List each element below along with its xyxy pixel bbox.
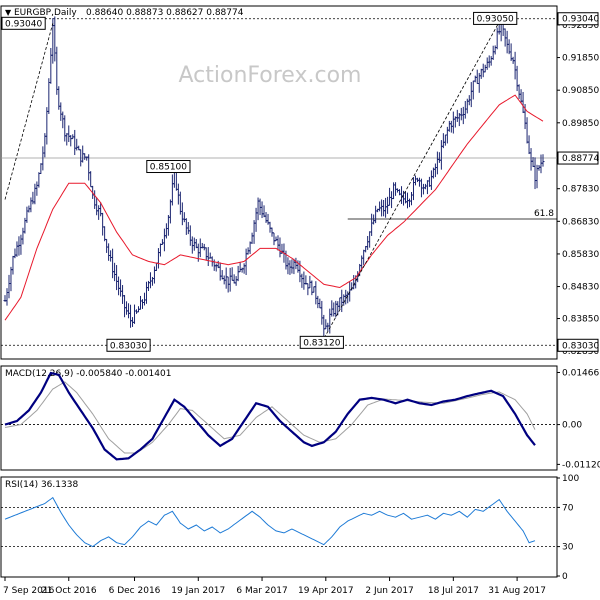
date-axis-label: 7 Sep 2016 bbox=[3, 586, 55, 596]
rsi-title: RSI(14) 36.1338 bbox=[5, 480, 78, 490]
price-grid-lines: 61.8 bbox=[1, 18, 557, 346]
rsi-level-lines bbox=[1, 506, 557, 547]
rsi-axis: 100 70 30 0 bbox=[557, 474, 579, 582]
symbol-label: EURGBP,Daily bbox=[14, 8, 77, 18]
moving-average-line bbox=[4, 94, 544, 321]
price-axis-label: 0.82850 bbox=[562, 347, 599, 357]
trendline bbox=[321, 18, 502, 343]
annotation-label: 0.83030 bbox=[110, 341, 147, 351]
dropdown-arrow-icon[interactable]: ▼ bbox=[5, 8, 12, 17]
annotation-label: 0.85100 bbox=[150, 163, 187, 173]
macd-axis-label: 0.00 bbox=[562, 421, 582, 431]
annotation-label: 0.93050 bbox=[477, 14, 514, 24]
macd-axis-label: 0.014661 bbox=[562, 368, 600, 378]
fib-label: 61.8 bbox=[534, 209, 554, 219]
current-price-label: 0.88774 bbox=[562, 154, 599, 164]
date-axis-label: 6 Dec 2016 bbox=[109, 586, 161, 596]
macd-panel bbox=[0, 365, 558, 471]
annotation-label: 0.93040 bbox=[5, 19, 42, 29]
rsi-axis-label: 70 bbox=[562, 503, 574, 513]
date-axis-label: 19 Jan 2017 bbox=[171, 586, 225, 596]
annotation-label: 0.83120 bbox=[303, 338, 340, 348]
bottom-level-label: 0.83030 bbox=[562, 341, 599, 351]
rsi-panel bbox=[0, 476, 558, 578]
top-level-label: 0.93040 bbox=[562, 15, 599, 25]
macd-title: MACD(12,26,9) -0.005840 -0.001401 bbox=[5, 369, 171, 379]
rsi-line bbox=[4, 496, 536, 548]
ohlc-readout: 0.88640 0.88873 0.88627 0.88774 bbox=[86, 8, 244, 18]
trendline bbox=[4, 23, 54, 200]
rsi-axis-label: 0 bbox=[562, 572, 568, 582]
price-axis: 0.928500.918500.908500.898500.887800.878… bbox=[557, 12, 599, 357]
price-axis-label: 0.91850 bbox=[562, 54, 599, 64]
price-axis-label: 0.84830 bbox=[562, 283, 599, 293]
rsi-axis-label: 100 bbox=[562, 474, 579, 484]
date-axis-label: 19 Apr 2017 bbox=[298, 586, 354, 596]
annotation-box bbox=[106, 338, 151, 352]
top-level-label-box bbox=[557, 12, 599, 26]
current-price-label-box bbox=[557, 151, 599, 165]
price-annotations: 0.93040 0.85100 0.83030 0.83120 0.93050 bbox=[1, 11, 518, 352]
annotation-box bbox=[1, 16, 46, 30]
macd-axis: 0.014661 0.00 -0.011202 bbox=[557, 368, 600, 470]
price-axis-label: 0.92850 bbox=[562, 21, 599, 31]
price-axis-label: 0.87830 bbox=[562, 185, 599, 195]
date-axis-label: 2 Jun 2017 bbox=[365, 586, 413, 596]
date-axis-label: 6 Mar 2017 bbox=[236, 586, 287, 596]
macd-axis-label: -0.011202 bbox=[562, 460, 600, 470]
price-axis-label: 0.89850 bbox=[562, 119, 599, 129]
price-axis-label: 0.83850 bbox=[562, 315, 599, 325]
annotation-box bbox=[146, 160, 191, 174]
price-bars bbox=[3, 16, 545, 338]
bottom-level-label-box bbox=[557, 338, 599, 352]
macd-line bbox=[4, 371, 536, 461]
watermark: ActionForex.com bbox=[179, 63, 362, 88]
price-panel bbox=[0, 5, 558, 360]
annotation-box bbox=[299, 335, 344, 349]
price-axis-label: 0.86830 bbox=[562, 217, 599, 227]
price-axis-label: 0.85830 bbox=[562, 250, 599, 260]
trendlines bbox=[4, 18, 502, 343]
date-axis-label: 18 Jul 2017 bbox=[428, 586, 479, 596]
price-axis-label: 0.90850 bbox=[562, 86, 599, 96]
date-axis-label: 21 Oct 2016 bbox=[41, 586, 97, 596]
date-axis-label: 31 Aug 2017 bbox=[488, 586, 546, 596]
annotation-box bbox=[473, 11, 518, 25]
rsi-axis-label: 30 bbox=[562, 543, 574, 553]
